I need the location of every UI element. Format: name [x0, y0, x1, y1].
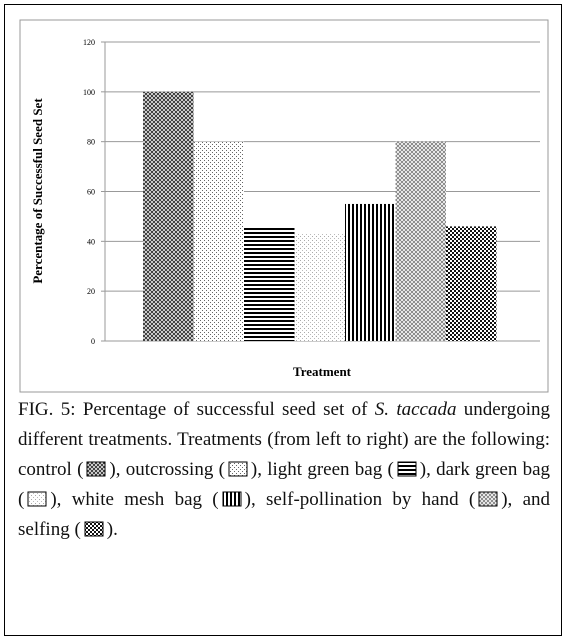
y-axis-label: Percentage of Successful Seed Set: [30, 98, 45, 284]
y-tick-label: 40: [87, 237, 95, 246]
bar: [395, 141, 446, 341]
treatment-name: control (: [18, 459, 84, 480]
bar: [345, 203, 396, 341]
chart-border: [19, 19, 549, 393]
caption: FIG. 5: Percentage of successful seed se…: [18, 395, 550, 545]
y-tick-label: 100: [83, 88, 95, 97]
caption-text: undergoing different treatments. Treatme…: [18, 399, 550, 450]
bar: [193, 141, 244, 341]
treatment-name: dark green bag (: [18, 459, 551, 510]
species: S. taccada: [374, 399, 457, 420]
treatment-end: ),: [419, 459, 431, 480]
treatment-end: ),: [50, 489, 62, 510]
treatment-list: control (), outcrossing (), light green …: [18, 459, 550, 540]
treatment-name: white mesh bag (: [71, 489, 219, 510]
legend-swatch: [27, 491, 47, 507]
legend-swatch: [222, 491, 242, 507]
chart: Percentage of Successful Seed Set Treatm…: [19, 19, 549, 393]
legend-swatch: [228, 461, 248, 477]
treatment-end: ),: [244, 489, 256, 510]
treatment-end: ),: [250, 459, 262, 480]
y-tick-label: 0: [91, 337, 95, 346]
treatment-name: light green bag (: [267, 459, 394, 480]
caption-lead: Percentage of successful seed set of: [82, 399, 368, 420]
x-axis-label: Treatment: [293, 364, 352, 379]
treatment-name: self-pollination by hand (: [266, 489, 476, 510]
figure-frame: [4, 4, 562, 636]
legend-swatch: [84, 521, 104, 537]
treatment-end: ),: [109, 459, 121, 480]
treatment-name: and selfing (: [18, 489, 551, 540]
y-tick-label: 80: [87, 138, 95, 147]
y-tick-label: 60: [87, 188, 95, 197]
legend-swatch: [397, 461, 417, 477]
figure-label: FIG. 5:: [18, 399, 76, 420]
y-tick-label: 20: [87, 287, 95, 296]
treatment-end: ).: [106, 519, 118, 540]
bar: [446, 226, 497, 341]
y-tick-label: 120: [83, 38, 95, 47]
legend-swatch: [86, 461, 106, 477]
treatment-end: ),: [501, 489, 513, 510]
bar: [244, 226, 295, 341]
treatment-name: outcrossing (: [125, 459, 225, 480]
bar: [143, 91, 194, 341]
legend-swatch: [478, 491, 498, 507]
bar: [294, 233, 345, 341]
